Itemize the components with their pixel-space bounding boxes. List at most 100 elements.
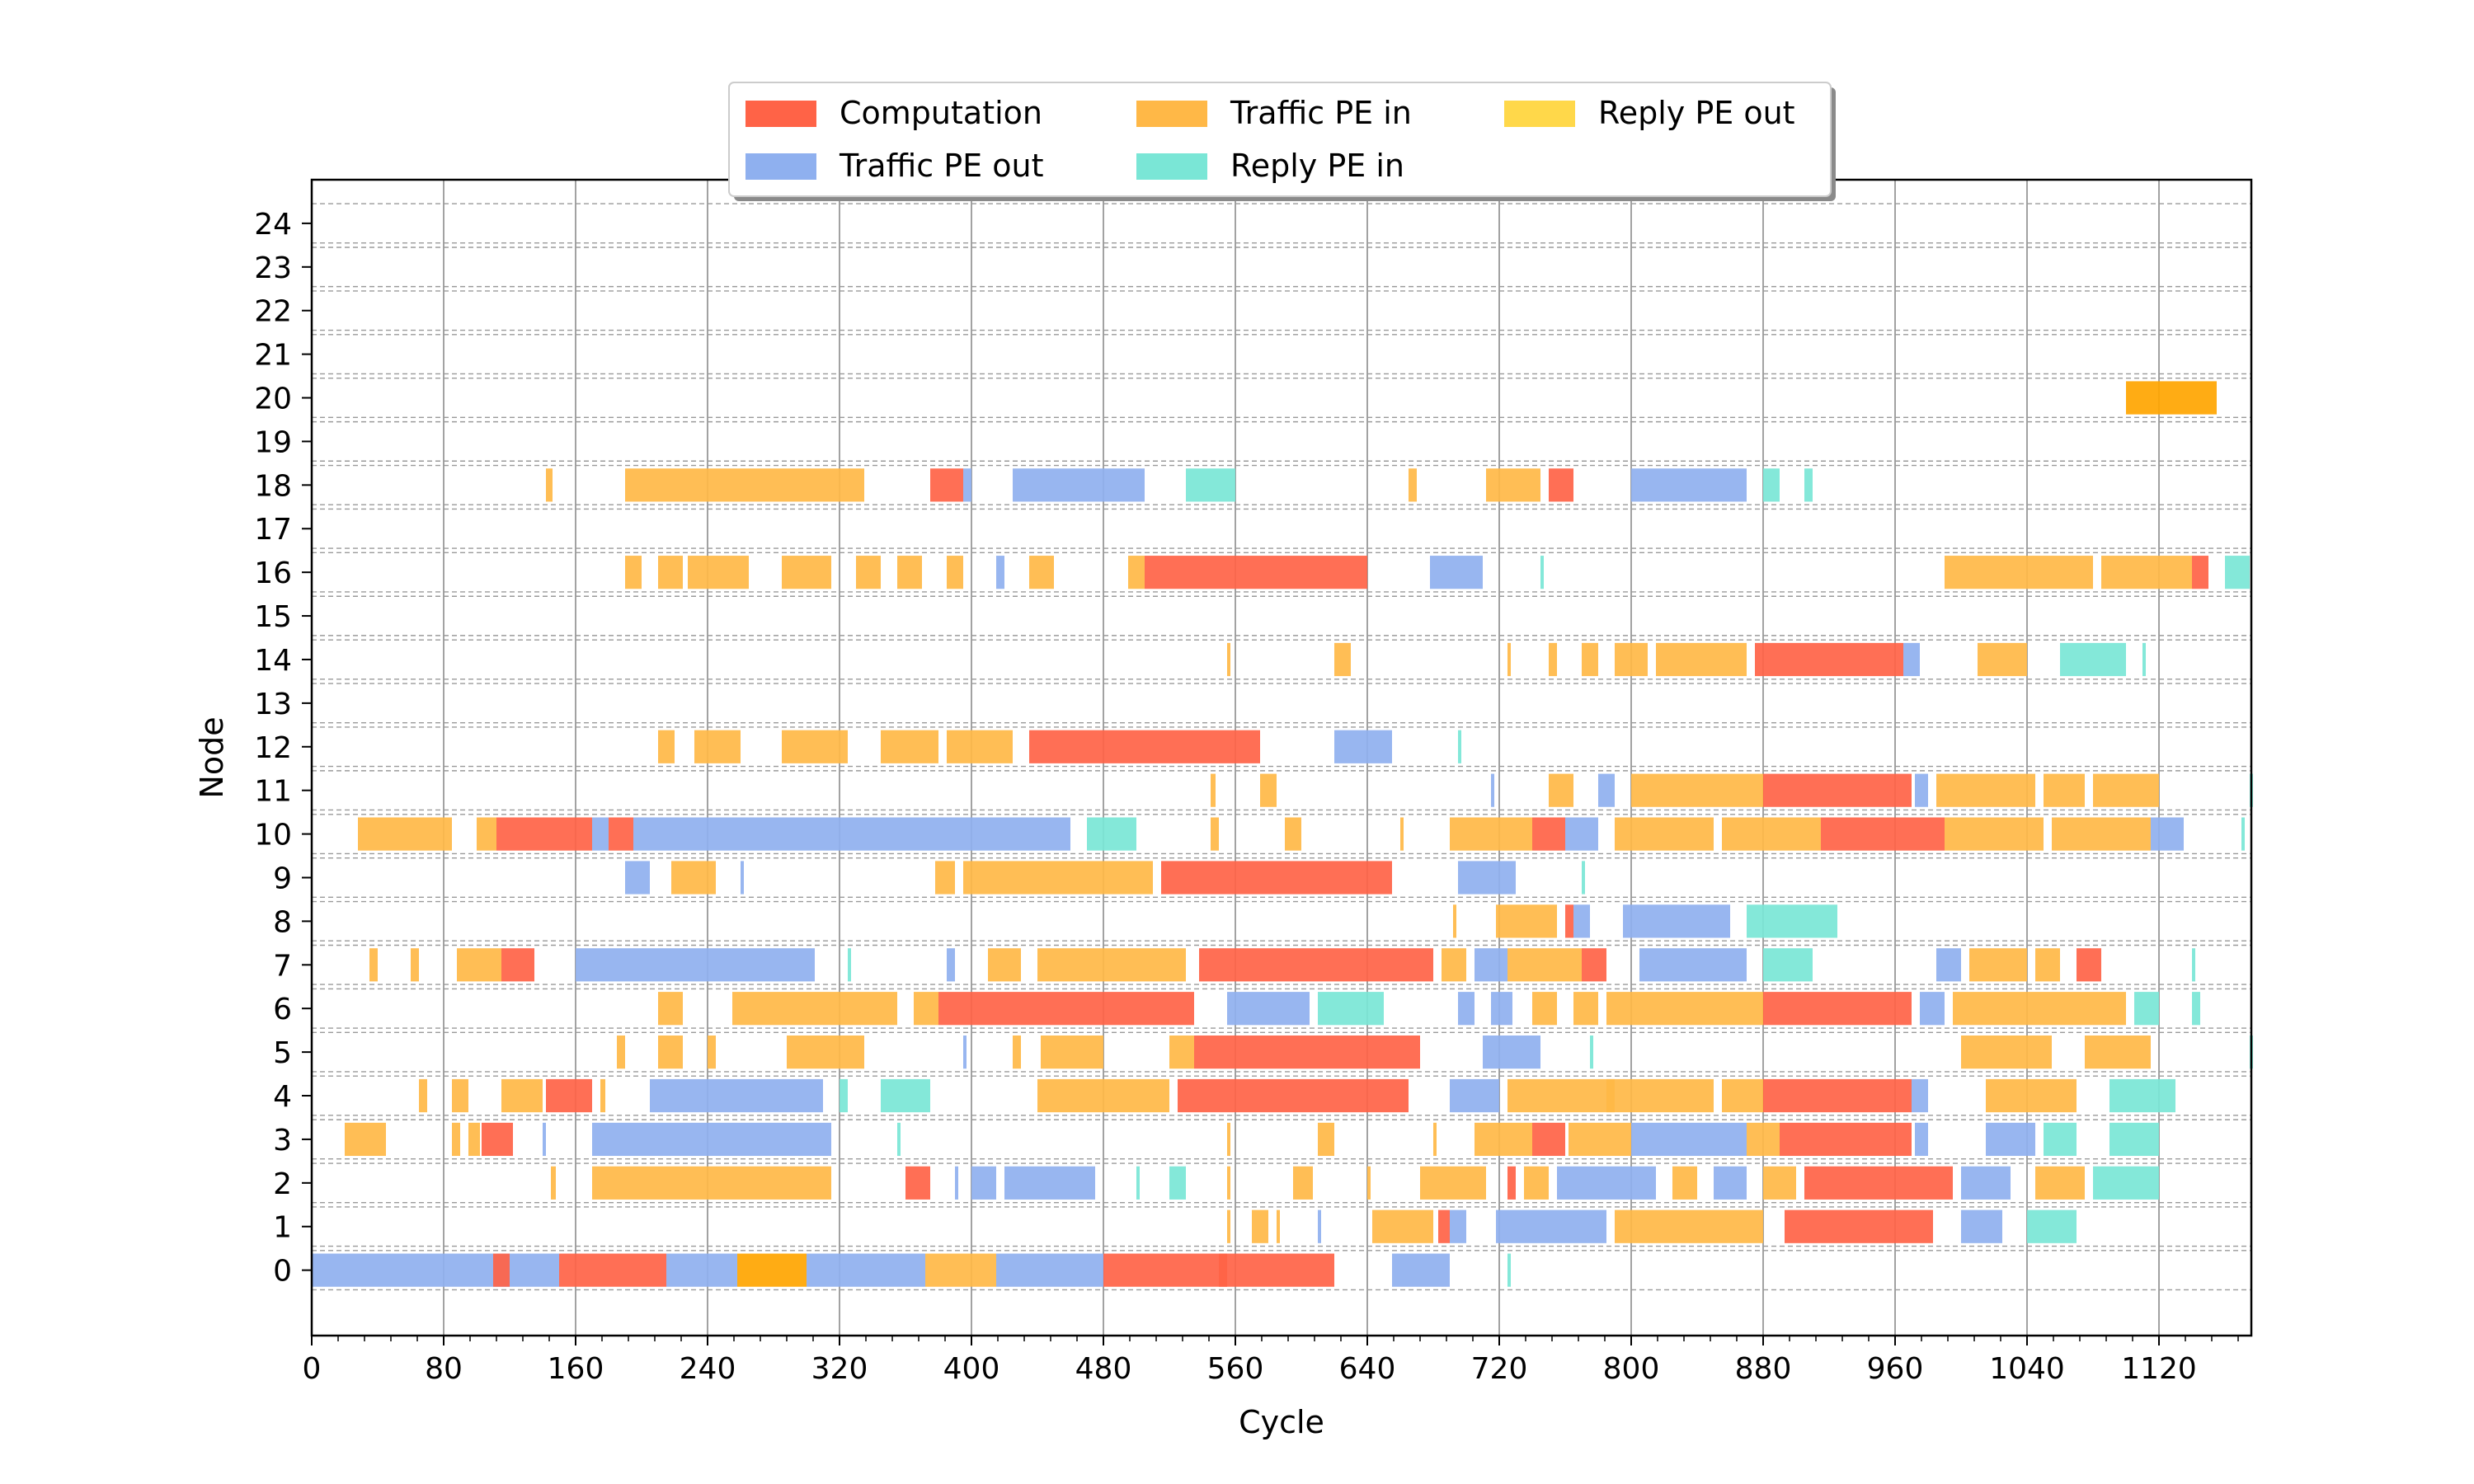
- activity-bar: [1915, 1122, 1928, 1157]
- activity-bar: [1631, 1122, 1747, 1157]
- activity-bar: [1496, 904, 1557, 938]
- activity-bar: [468, 1122, 480, 1157]
- activity-bar: [1945, 817, 2044, 851]
- activity-bar: [1961, 1036, 2052, 1069]
- activity-bar: [642, 1253, 666, 1287]
- legend-swatch: [1136, 153, 1207, 180]
- activity-bar: [543, 1122, 546, 1157]
- activity-bar: [671, 861, 716, 895]
- activity-bar: [1252, 1209, 1268, 1243]
- activity-bar: [1507, 1253, 1511, 1287]
- activity-bar: [1161, 861, 1392, 895]
- activity-bar: [1785, 1209, 1933, 1243]
- y-tick-label: 18: [254, 469, 292, 503]
- x-tick-label: 640: [1339, 1352, 1396, 1386]
- y-tick-label: 1: [273, 1211, 292, 1245]
- activity-bar: [2093, 773, 2159, 807]
- activity-bar: [1780, 1122, 1912, 1157]
- legend-swatch: [745, 101, 816, 127]
- activity-bar: [897, 556, 922, 589]
- activity-bar: [1598, 773, 1615, 807]
- y-tick-label: 5: [273, 1036, 292, 1070]
- activity-bar: [1458, 730, 1461, 763]
- activity-bar: [1763, 817, 1821, 851]
- activity-bar: [1582, 948, 1606, 982]
- activity-bar: [546, 1078, 592, 1113]
- x-tick-label: 320: [811, 1352, 868, 1386]
- activity-bar: [2052, 817, 2151, 851]
- activity-bar: [1763, 468, 1780, 502]
- activity-bar: [1400, 817, 1404, 851]
- x-tick-label: 560: [1207, 1352, 1264, 1386]
- activity-bar: [1936, 948, 1961, 982]
- activity-bar: [1211, 817, 1219, 851]
- legend-swatch: [1504, 101, 1575, 127]
- activity-bar: [1334, 730, 1392, 763]
- activity-bar: [1145, 556, 1367, 589]
- y-tick-label: 21: [254, 339, 292, 373]
- activity-bar: [559, 1253, 642, 1287]
- activity-bar: [1961, 1209, 2002, 1243]
- activity-bar: [807, 1253, 925, 1287]
- activity-bar: [1219, 1253, 1334, 1287]
- activity-bar: [345, 1122, 386, 1157]
- activity-bar: [1194, 1036, 1420, 1069]
- x-tick-label: 80: [425, 1352, 463, 1386]
- activity-bar: [1549, 773, 1573, 807]
- activity-bar: [688, 556, 749, 589]
- activity-bar: [1260, 773, 1277, 807]
- activity-bar: [1227, 642, 1230, 677]
- activity-bar: [551, 1166, 556, 1200]
- activity-bar: [534, 817, 592, 851]
- activity-bar: [625, 556, 642, 589]
- y-tick-label: 7: [273, 949, 292, 983]
- activity-bar: [1763, 1078, 1912, 1113]
- activity-bar: [1821, 817, 1945, 851]
- activity-bar: [996, 1253, 1103, 1287]
- activity-bar: [1486, 468, 1540, 502]
- activity-bar: [1961, 1166, 2011, 1200]
- activity-bar: [2035, 948, 2060, 982]
- activity-bar: [658, 556, 683, 589]
- activity-bar: [1763, 948, 1813, 982]
- activity-bar: [1920, 992, 1945, 1026]
- activity-bar: [947, 730, 1013, 763]
- y-tick-label: 23: [254, 251, 292, 285]
- activity-bar: [1169, 1036, 1194, 1069]
- x-tick-label: 720: [1471, 1352, 1528, 1386]
- y-tick-label: 0: [273, 1255, 292, 1289]
- activity-bar: [1582, 642, 1598, 677]
- activity-bar: [1037, 1078, 1169, 1113]
- x-tick-label: 240: [680, 1352, 736, 1386]
- activity-bar: [708, 1036, 716, 1069]
- activity-bar: [1631, 468, 1747, 502]
- activity-bar: [2109, 1122, 2159, 1157]
- activity-bar: [1631, 773, 1763, 807]
- activity-bar: [1004, 1166, 1095, 1200]
- y-tick-label: 16: [254, 556, 292, 590]
- activity-bar: [1573, 992, 1598, 1026]
- x-tick-label: 160: [548, 1352, 604, 1386]
- activity-bar: [2060, 642, 2126, 677]
- activity-bar: [938, 992, 1169, 1026]
- activity-bar: [1565, 817, 1598, 851]
- activity-bar: [1458, 861, 1516, 895]
- activity-bar: [1430, 556, 1483, 589]
- x-axis-label: Cycle: [1239, 1404, 1324, 1440]
- activity-bar: [1450, 1078, 1499, 1113]
- activity-bar: [452, 1122, 460, 1157]
- activity-bar: [1277, 1209, 1280, 1243]
- x-tick-label: 400: [943, 1352, 1000, 1386]
- activity-bar: [897, 817, 1070, 851]
- activity-bar: [1103, 1253, 1153, 1287]
- activity-bar: [947, 948, 955, 982]
- activity-bar: [1227, 1122, 1230, 1157]
- activity-bar: [633, 817, 757, 851]
- activity-bar: [1722, 817, 1763, 851]
- activity-bar: [1285, 817, 1301, 851]
- activity-bar: [757, 817, 897, 851]
- legend-swatch: [1136, 101, 1207, 127]
- y-tick-label: 17: [254, 513, 292, 547]
- activity-bar: [1912, 1078, 1928, 1113]
